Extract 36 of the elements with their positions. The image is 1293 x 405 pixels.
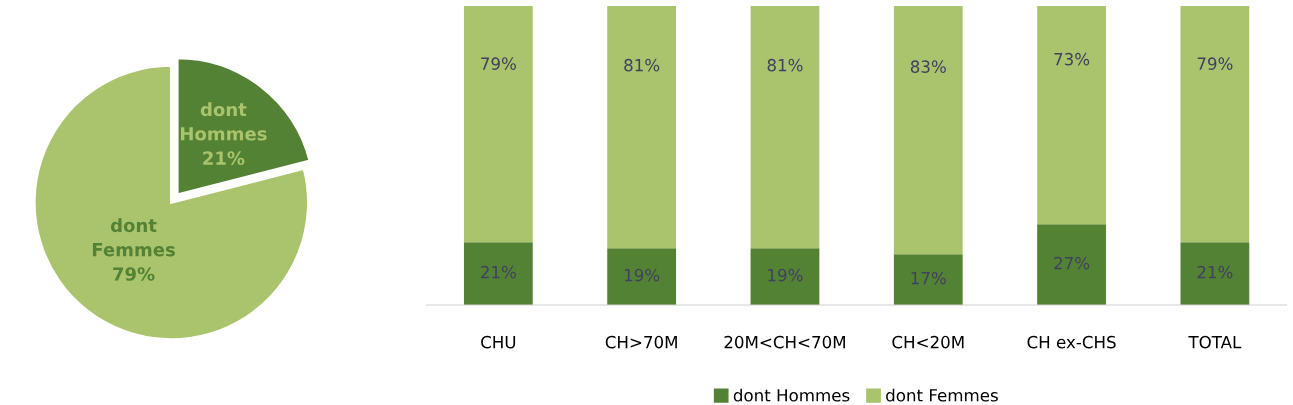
bar [893,254,963,305]
x-tick-label: TOTAL [1188,335,1242,349]
x-tick-label: CH>70M [605,335,677,349]
x-tick-label: CH ex-CHS [1027,335,1116,349]
data-label: 17% [911,271,946,285]
bar [893,6,963,255]
bar [1037,6,1106,225]
data-label: 73% [1054,52,1090,66]
data-label: 27% [1054,256,1090,270]
data-label: 83% [910,60,946,73]
x-tick-label: CH<20M [892,335,964,349]
legend-label: dont Hommes [733,388,850,402]
bar [1180,242,1250,305]
bar [1180,6,1250,243]
data-label: 21% [1197,265,1233,279]
data-label: 81% [767,58,803,72]
bar [463,6,533,243]
slice-label: dont Hommes [181,102,267,141]
data-label: 81% [624,58,660,72]
data-label: 79% [481,57,516,70]
bar [1037,224,1106,305]
bar [607,248,677,305]
bar [750,6,820,249]
bar [750,248,820,305]
slice-label: dont Femmes [92,218,175,257]
data-label: 79% [1197,57,1233,70]
data-label: 21% [203,151,245,165]
bar [607,6,677,249]
x-tick-label: CHU [481,335,516,349]
x-tick-label: 20M<CH<70M [724,335,845,349]
data-label: 79% [113,267,155,281]
data-label: 19% [624,268,660,282]
bar [463,242,533,305]
legend-label: dont Femmes [886,388,998,402]
data-label: 21% [481,265,516,279]
data-label: 19% [768,268,803,282]
